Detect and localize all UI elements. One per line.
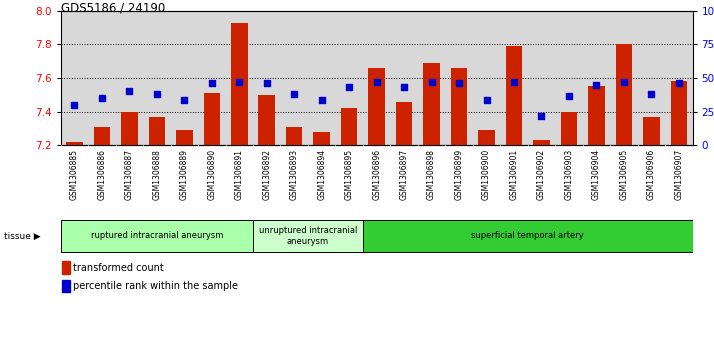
- Point: [96, 95, 108, 101]
- Point: [563, 93, 575, 98]
- Point: [398, 85, 410, 90]
- Text: ruptured intracranial aneurysm: ruptured intracranial aneurysm: [91, 232, 223, 240]
- Bar: [258, 95, 275, 145]
- Bar: [66, 142, 83, 145]
- Text: unruptured intracranial
aneurysm: unruptured intracranial aneurysm: [258, 226, 357, 246]
- Text: GSM1306891: GSM1306891: [235, 149, 243, 200]
- Bar: [423, 63, 440, 145]
- Text: GSM1306899: GSM1306899: [455, 149, 463, 200]
- Text: GSM1306885: GSM1306885: [70, 149, 79, 200]
- Point: [69, 102, 80, 108]
- Text: GDS5186 / 24190: GDS5186 / 24190: [61, 2, 165, 15]
- Point: [453, 81, 465, 86]
- Point: [371, 79, 382, 85]
- Bar: [63, 261, 70, 274]
- Bar: [341, 108, 358, 145]
- Text: GSM1306904: GSM1306904: [592, 149, 601, 200]
- Bar: [478, 130, 495, 145]
- Bar: [313, 132, 330, 145]
- Point: [673, 81, 685, 86]
- Bar: [368, 68, 385, 145]
- Text: GSM1306897: GSM1306897: [400, 149, 408, 200]
- Text: GSM1306888: GSM1306888: [152, 149, 161, 200]
- Text: GSM1306905: GSM1306905: [620, 149, 628, 200]
- Bar: [560, 111, 577, 145]
- Point: [536, 113, 547, 119]
- Text: GSM1306906: GSM1306906: [647, 149, 656, 200]
- Point: [645, 91, 657, 97]
- Point: [426, 79, 437, 85]
- Point: [206, 81, 218, 86]
- Bar: [451, 68, 467, 145]
- Text: GSM1306907: GSM1306907: [674, 149, 683, 200]
- Bar: [94, 127, 110, 145]
- Bar: [176, 130, 193, 145]
- Bar: [63, 280, 70, 292]
- Text: GSM1306900: GSM1306900: [482, 149, 491, 200]
- Text: GSM1306893: GSM1306893: [290, 149, 298, 200]
- Text: GSM1306901: GSM1306901: [510, 149, 518, 200]
- Point: [481, 97, 492, 102]
- Text: percentile rank within the sample: percentile rank within the sample: [74, 281, 238, 291]
- Bar: [231, 23, 248, 145]
- Bar: [286, 127, 303, 145]
- Text: GSM1306886: GSM1306886: [97, 149, 106, 200]
- Text: GSM1306902: GSM1306902: [537, 149, 546, 200]
- Text: GSM1306895: GSM1306895: [345, 149, 353, 200]
- Point: [590, 82, 602, 87]
- Bar: [615, 44, 632, 145]
- Text: GSM1306896: GSM1306896: [372, 149, 381, 200]
- Bar: [506, 46, 522, 145]
- Bar: [149, 117, 165, 145]
- Text: GSM1306903: GSM1306903: [565, 149, 573, 200]
- Point: [508, 79, 520, 85]
- Bar: [670, 81, 687, 145]
- Text: GSM1306894: GSM1306894: [317, 149, 326, 200]
- Bar: [533, 140, 550, 145]
- Text: GSM1306898: GSM1306898: [427, 149, 436, 200]
- Text: GSM1306892: GSM1306892: [262, 149, 271, 200]
- Text: GSM1306890: GSM1306890: [207, 149, 216, 200]
- Text: superficial temporal artery: superficial temporal artery: [471, 232, 584, 240]
- Point: [343, 85, 355, 90]
- Bar: [203, 93, 220, 145]
- Text: transformed count: transformed count: [74, 263, 164, 273]
- Point: [316, 97, 328, 102]
- Text: tissue ▶: tissue ▶: [4, 232, 40, 240]
- Text: GSM1306889: GSM1306889: [180, 149, 188, 200]
- Point: [288, 91, 300, 97]
- Point: [124, 89, 135, 94]
- Bar: [61, 220, 253, 252]
- Point: [261, 81, 273, 86]
- Bar: [121, 111, 138, 145]
- Point: [151, 91, 163, 97]
- Bar: [643, 117, 660, 145]
- Bar: [588, 86, 605, 145]
- Point: [618, 79, 630, 85]
- Point: [233, 79, 245, 85]
- Bar: [396, 102, 413, 145]
- Text: GSM1306887: GSM1306887: [125, 149, 134, 200]
- Point: [178, 97, 190, 102]
- Bar: [253, 220, 363, 252]
- Bar: [363, 220, 693, 252]
